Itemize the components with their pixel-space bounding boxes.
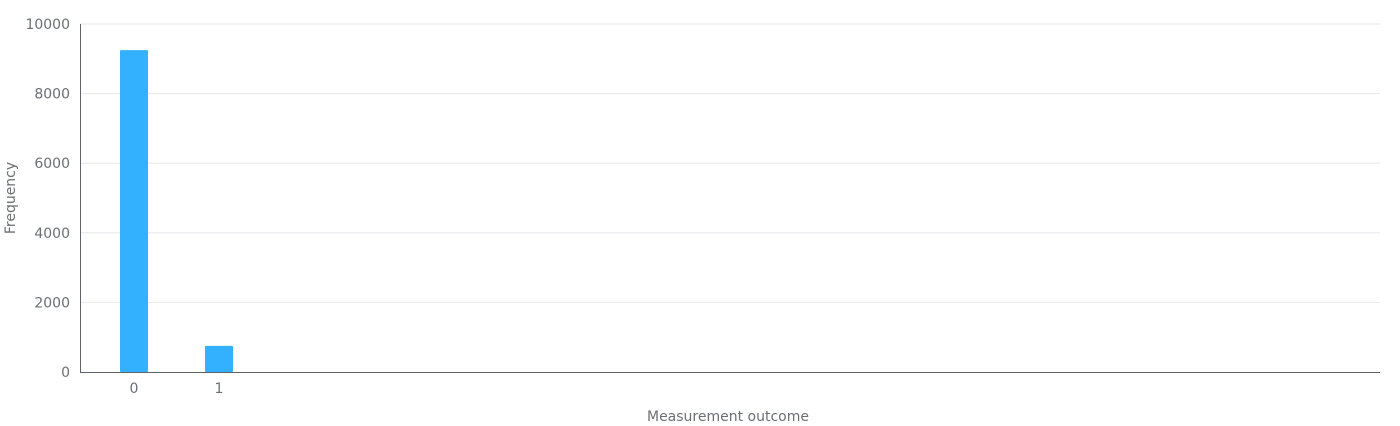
y-tick-label: 0 bbox=[61, 365, 70, 381]
y-tick-label: 8000 bbox=[34, 87, 70, 103]
y-tick-label: 4000 bbox=[34, 226, 70, 242]
grid-lines bbox=[80, 23, 1380, 303]
x-tick-label: 0 bbox=[130, 381, 139, 397]
x-axis-title: Measurement outcome bbox=[647, 409, 809, 425]
y-tick-label: 10000 bbox=[25, 17, 70, 33]
y-axis-title: Frequency bbox=[3, 162, 19, 234]
bar-0[interactable] bbox=[120, 50, 148, 372]
bars bbox=[120, 50, 233, 372]
y-tick-label: 6000 bbox=[34, 156, 70, 172]
bar-1[interactable] bbox=[205, 345, 233, 372]
y-tick-labels: 0 2000 4000 6000 8000 10000 bbox=[25, 17, 70, 381]
x-tick-label: 1 bbox=[215, 381, 224, 397]
y-tick-label: 2000 bbox=[34, 295, 70, 311]
